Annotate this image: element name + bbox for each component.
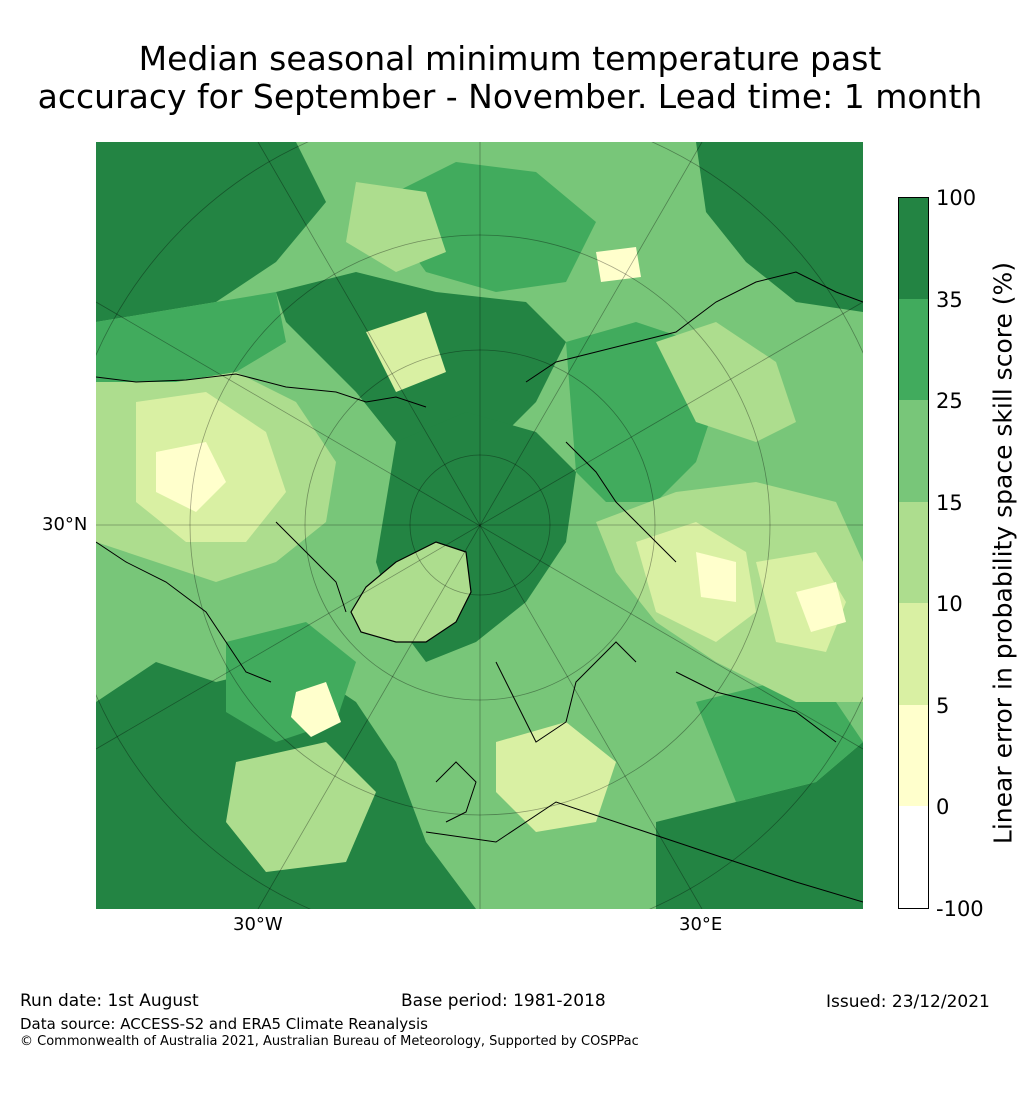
region-pacific-dark xyxy=(96,142,326,322)
region-pale-5 xyxy=(366,312,446,392)
skill-score-map xyxy=(96,142,863,909)
colorbar-segment-15-25 xyxy=(898,400,929,502)
region-pale-4 xyxy=(496,722,616,832)
title-line-2: accuracy for September - November. Lead … xyxy=(37,77,983,116)
region-se-dark xyxy=(656,742,863,909)
region-mid-1 xyxy=(96,292,286,382)
issued-date: Issued: 23/12/2021 xyxy=(826,992,990,1012)
region-ne-dark xyxy=(696,142,863,312)
colorbar-segment-10-15 xyxy=(898,502,929,603)
colorbar-tick-0: 0 xyxy=(936,795,950,819)
colorbar-segment-0-5 xyxy=(898,705,929,806)
colorbar-tick-100: 100 xyxy=(936,186,977,210)
coastlines xyxy=(96,271,863,903)
data-source: Data source: ACCESS-S2 and ERA5 Climate … xyxy=(20,1015,428,1033)
colorbar-tick-5: 5 xyxy=(936,694,950,718)
region-light-5 xyxy=(226,742,376,872)
lon-label-30w: 30°W xyxy=(233,914,283,935)
region-yellow-4 xyxy=(796,582,846,632)
colorbar-segment-neg100-0 xyxy=(898,806,929,909)
region-mid-5 xyxy=(376,162,596,292)
greenland-landmass xyxy=(350,541,472,643)
colorbar-segment-25-35 xyxy=(898,299,929,400)
colorbar-tick-15: 15 xyxy=(936,491,963,515)
colorbar-tick-10: 10 xyxy=(936,592,963,616)
lon-label-30e: 30°E xyxy=(679,914,723,935)
region-yellow-3 xyxy=(291,682,341,737)
colorbar-segment-5-10 xyxy=(898,603,929,705)
region-mid-4 xyxy=(696,682,863,802)
chart-title: Median seasonal minimum temperature past… xyxy=(0,40,1020,116)
region-yellow-1 xyxy=(156,442,226,512)
base-period: Base period: 1981-2018 xyxy=(401,991,606,1011)
region-yellow-2 xyxy=(696,552,736,602)
title-line-1: Median seasonal minimum temperature past xyxy=(138,39,882,78)
colorbar-segment-35-100 xyxy=(898,197,929,299)
run-date: Run date: 1st August xyxy=(20,991,199,1011)
region-light-4 xyxy=(656,322,796,442)
colorbar-tick-25: 25 xyxy=(936,389,963,413)
colorbar-title: Linear error in probability space skill … xyxy=(988,261,1018,845)
copyright-notice: © Commonwealth of Australia 2021, Austra… xyxy=(20,1034,639,1049)
colorbar-tick-neg100: -100 xyxy=(936,897,984,921)
lat-label-30n: 30°N xyxy=(42,514,88,535)
region-yellow-5 xyxy=(596,247,641,282)
colorbar-tick-35: 35 xyxy=(936,288,963,312)
graticule xyxy=(96,142,863,909)
region-light-3 xyxy=(346,182,446,272)
colorbar xyxy=(898,197,929,909)
